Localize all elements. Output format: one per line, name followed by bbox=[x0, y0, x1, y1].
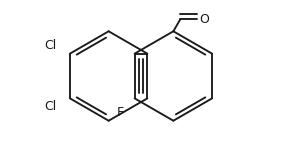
Text: O: O bbox=[199, 13, 209, 26]
Text: Cl: Cl bbox=[44, 100, 56, 113]
Text: Cl: Cl bbox=[44, 39, 56, 52]
Text: F: F bbox=[117, 106, 124, 119]
